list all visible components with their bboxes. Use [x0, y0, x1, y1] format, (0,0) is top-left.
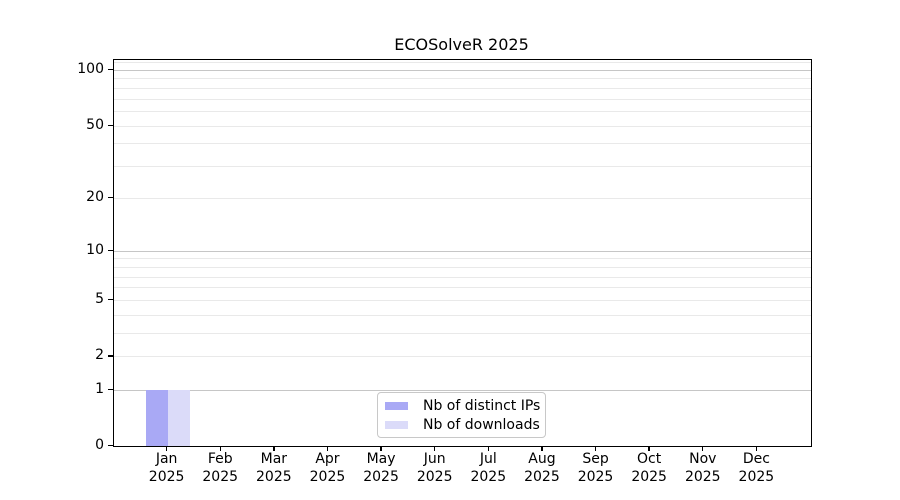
gridline-minor: [114, 299, 811, 301]
plot-area: [113, 59, 812, 447]
legend-swatch: [385, 401, 408, 410]
gridline-minor: [114, 143, 811, 145]
x-tick-month: Mar: [260, 451, 288, 467]
x-tick-month: Apr: [315, 451, 340, 467]
y-tick-label: 20: [86, 188, 104, 205]
x-tick-label: Aug 2025: [512, 451, 572, 486]
y-tick-mark: [108, 298, 113, 301]
x-tick-mark: [433, 446, 436, 452]
x-tick-year: 2025: [684, 468, 721, 485]
x-tick-mark: [165, 446, 168, 452]
x-tick-month: May: [366, 451, 396, 467]
gridline-minor: [114, 276, 811, 278]
gridline-minor: [114, 258, 811, 260]
gridline-minor: [114, 333, 811, 335]
y-tick-mark: [108, 355, 113, 357]
x-tick-mark: [326, 446, 329, 452]
x-tick-label: Jan 2025: [137, 451, 197, 486]
x-tick-month: Dec: [742, 451, 770, 467]
chart-title: ECOSolveR 2025: [394, 35, 529, 54]
y-tick-mark: [108, 196, 113, 199]
y-tick-label: 50: [86, 116, 104, 133]
bar-nb-of-downloads: [167, 389, 190, 446]
bar-nb-of-distinct-ips: [145, 389, 168, 446]
legend-item: Nb of downloads: [385, 415, 545, 434]
legend-item: Nb of distinct IPs: [385, 396, 545, 415]
x-tick-year: 2025: [738, 468, 775, 485]
x-tick-label: May 2025: [351, 451, 411, 486]
y-tick-label: 10: [86, 241, 104, 258]
y-tick-mark: [108, 388, 113, 390]
x-tick-year: 2025: [631, 468, 667, 485]
x-tick-month: Jan: [155, 451, 178, 467]
x-tick-mark: [487, 446, 489, 452]
x-tick-month: Oct: [637, 451, 662, 467]
x-tick-year: 2025: [309, 468, 346, 485]
y-tick-label: 100: [77, 60, 104, 77]
x-tick-year: 2025: [577, 468, 614, 485]
x-tick-label: Mar 2025: [244, 451, 304, 486]
gridline-minor: [114, 166, 811, 168]
x-tick-month: Nov: [689, 451, 717, 467]
x-tick-label: Jul 2025: [458, 451, 518, 486]
gridline-minor: [114, 98, 811, 100]
x-tick-year: 2025: [363, 468, 399, 485]
legend-swatch: [385, 420, 408, 429]
legend-label: Nb of downloads: [423, 416, 540, 433]
x-tick-label: Apr 2025: [297, 451, 357, 486]
x-tick-mark: [380, 446, 382, 452]
y-tick-mark: [108, 249, 113, 251]
y-tick-label: 0: [95, 437, 104, 453]
x-tick-mark: [219, 446, 221, 452]
y-tick-label: 5: [95, 290, 104, 307]
gridline-minor: [114, 356, 811, 358]
y-tick-mark: [108, 124, 113, 126]
x-tick-month: Jun: [423, 451, 446, 467]
y-tick-mark: [108, 445, 113, 447]
x-tick-mark: [755, 446, 758, 452]
gridline-major: [114, 389, 811, 391]
gridline-minor: [114, 314, 811, 316]
x-tick-year: 2025: [524, 468, 560, 485]
x-tick-mark: [273, 446, 275, 452]
x-tick-label: Jun 2025: [405, 451, 465, 486]
x-tick-label: Sep 2025: [566, 451, 626, 486]
y-tick-mark: [108, 68, 113, 71]
x-tick-mark: [648, 446, 650, 452]
x-tick-year: 2025: [256, 468, 292, 485]
gridline-minor: [114, 78, 811, 80]
gridline-minor: [114, 266, 811, 268]
gridline-minor: [114, 197, 811, 199]
x-tick-label: Feb 2025: [190, 451, 250, 486]
x-tick-label: Oct 2025: [619, 451, 679, 486]
gridline-minor: [114, 62, 811, 64]
x-tick-year: 2025: [148, 468, 185, 485]
x-tick-label: Nov 2025: [673, 451, 733, 486]
x-tick-year: 2025: [202, 468, 239, 485]
gridline-minor: [114, 110, 811, 112]
x-tick-month: Aug: [528, 451, 556, 467]
gridline-minor: [114, 125, 811, 127]
x-tick-label: Dec 2025: [726, 451, 786, 486]
legend: Nb of distinct IPs Nb of downloads: [377, 392, 546, 438]
legend-label: Nb of distinct IPs: [423, 397, 541, 414]
gridline-major: [114, 69, 811, 71]
x-tick-year: 2025: [470, 468, 507, 485]
x-tick-mark: [702, 446, 704, 452]
gridline-minor: [114, 287, 811, 289]
y-tick-label: 2: [95, 347, 104, 364]
x-tick-month: Jul: [479, 451, 497, 467]
x-tick-month: Feb: [207, 451, 233, 467]
gridline-major: [114, 250, 811, 252]
x-tick-mark: [541, 446, 543, 452]
x-tick-year: 2025: [416, 468, 453, 485]
y-tick-label: 1: [95, 380, 104, 397]
x-tick-month: Sep: [582, 451, 609, 467]
x-tick-mark: [594, 446, 597, 452]
gridline-minor: [114, 87, 811, 89]
